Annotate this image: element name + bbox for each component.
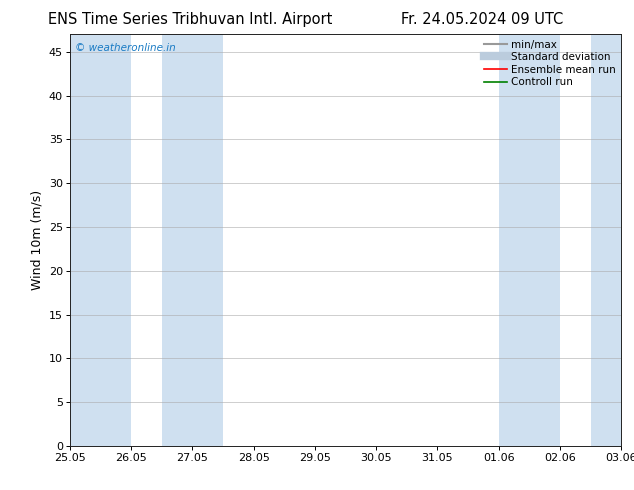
Text: © weatheronline.in: © weatheronline.in bbox=[75, 43, 176, 52]
Text: Fr. 24.05.2024 09 UTC: Fr. 24.05.2024 09 UTC bbox=[401, 12, 563, 27]
Text: ENS Time Series Tribhuvan Intl. Airport: ENS Time Series Tribhuvan Intl. Airport bbox=[48, 12, 332, 27]
Legend: min/max, Standard deviation, Ensemble mean run, Controll run: min/max, Standard deviation, Ensemble me… bbox=[482, 37, 618, 89]
Y-axis label: Wind 10m (m/s): Wind 10m (m/s) bbox=[30, 190, 43, 290]
Bar bbox=[162, 34, 223, 446]
Bar bbox=[70, 34, 131, 446]
Bar bbox=[499, 34, 560, 446]
Bar bbox=[591, 34, 634, 446]
